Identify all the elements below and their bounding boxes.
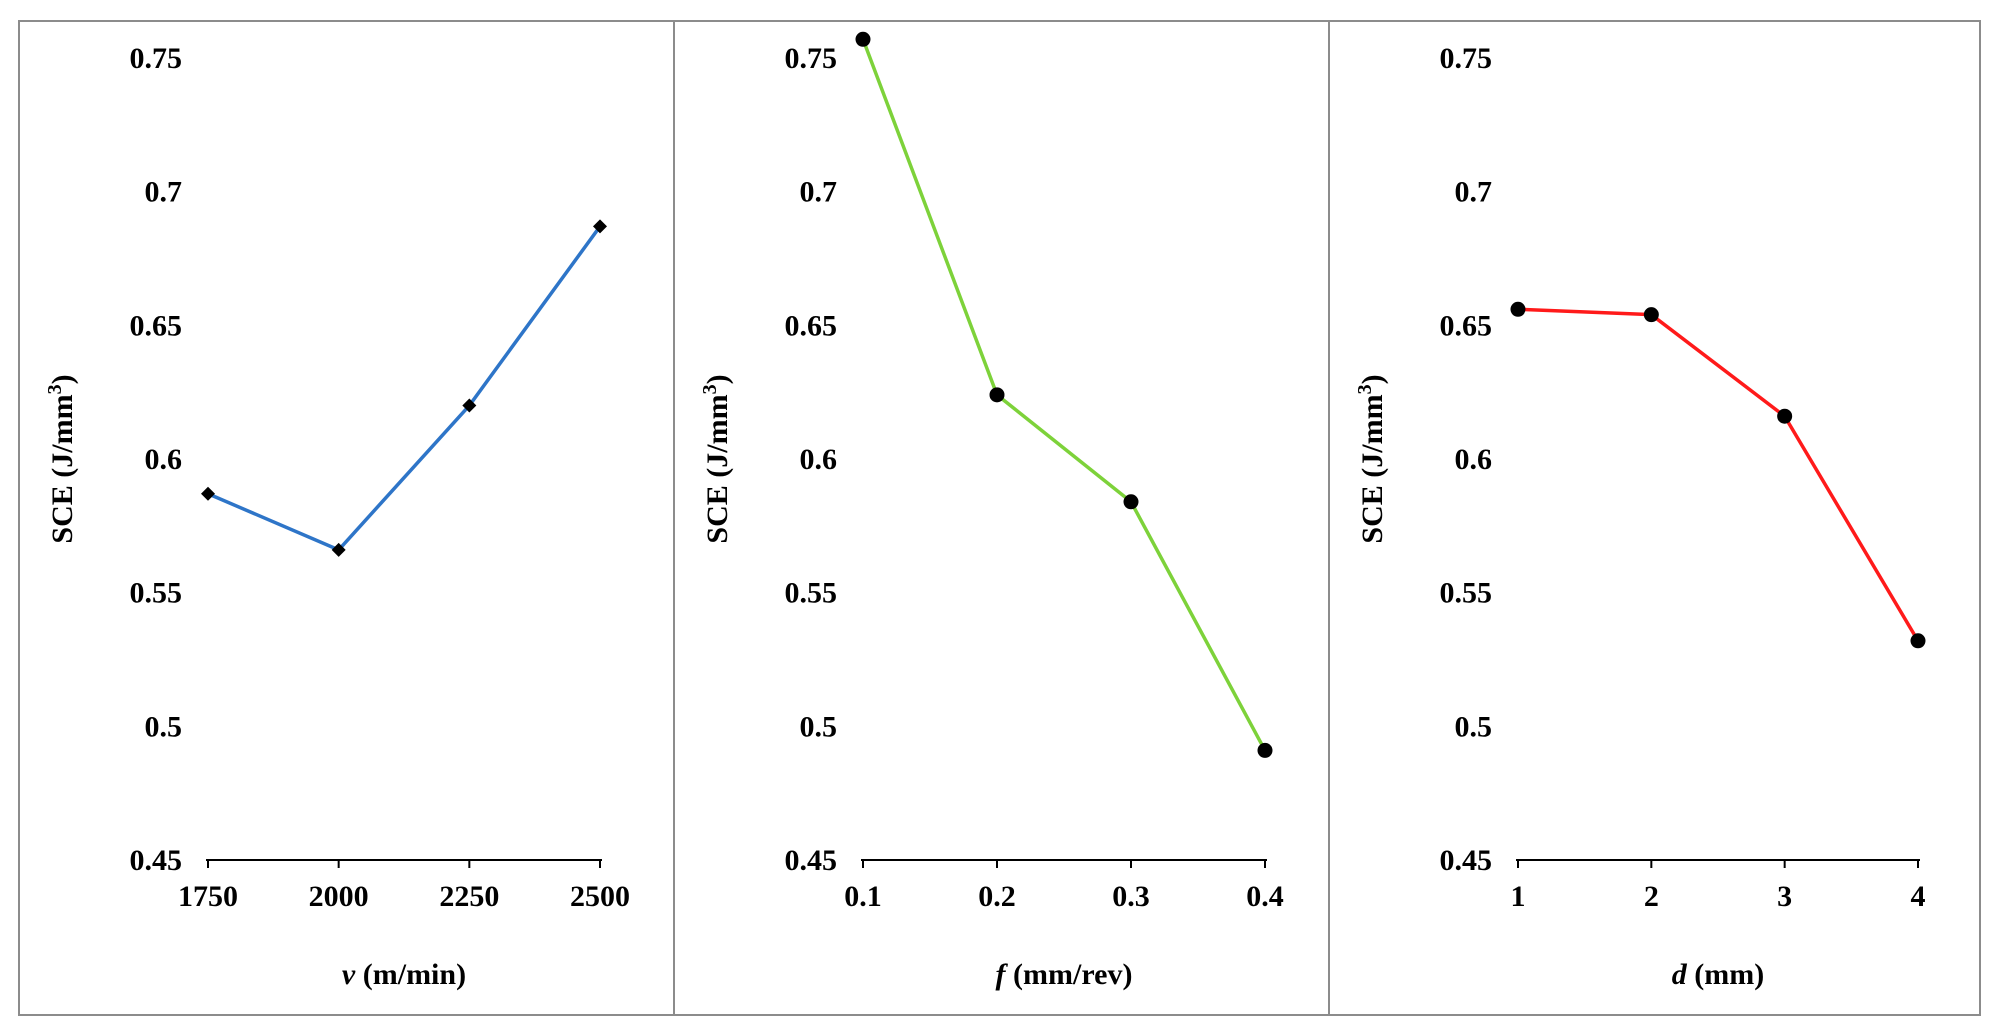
y-tick-label-feed-0: 0.45 (785, 844, 838, 877)
y-axis-label-depth: SCE (J/mm3) (1354, 374, 1389, 543)
chart-panel-depth: 1 2 3 4 0.45 0.5 0.55 0.6 0.65 0.7 0.75 SCE (J/mm3)… (1328, 20, 1981, 1016)
chart-depth-svg: 1 2 3 4 0.45 0.5 0.55 0.6 0.65 0.7 0.75 SCE (J/mm3)… (1354, 42, 1926, 991)
y-tick-label-speed-2: 0.55 (130, 577, 183, 610)
x-tick-label-speed-2: 2250 (439, 880, 499, 913)
x-tick-label-speed-0: 1750 (178, 880, 238, 913)
y-tick-label-depth-2: 0.55 (1440, 577, 1493, 610)
x-tick-label-depth-0: 1 (1511, 880, 1526, 913)
data-point-feed-1 (989, 387, 1005, 403)
y-tick-label-depth-6: 0.75 (1440, 42, 1493, 75)
y-tick-label-feed-5: 0.7 (800, 176, 838, 209)
y-axis-label-feed: SCE (J/mm3) (699, 374, 734, 543)
y-tick-label-feed-6: 0.75 (785, 42, 838, 75)
x-tick-label-speed-3: 2500 (570, 880, 630, 913)
y-tick-label-speed-0: 0.45 (130, 844, 183, 877)
y-tick-label-feed-3: 0.6 (800, 443, 838, 476)
data-point-speed-1 (331, 542, 346, 557)
x-tick-label-feed-0: 0.1 (844, 880, 882, 913)
y-tick-label-depth-0: 0.45 (1440, 844, 1493, 877)
y-tick-label-speed-4: 0.65 (130, 309, 183, 342)
y-tick-label-speed-1: 0.5 (145, 710, 183, 743)
x-axis-label-feed: f (mm/rev) (996, 958, 1133, 991)
x-axis-label-speed: v (m/min) (342, 958, 466, 991)
data-point-depth-2 (1777, 408, 1793, 424)
data-point-speed-3 (593, 219, 607, 234)
y-tick-label-speed-3: 0.6 (145, 443, 183, 476)
y-tick-label-depth-1: 0.5 (1455, 710, 1493, 743)
y-tick-label-speed-6: 0.75 (130, 42, 183, 75)
y-tick-label-feed-1: 0.5 (800, 710, 838, 743)
series-line-depth (1517, 307, 1920, 642)
y-tick-label-feed-4: 0.65 (785, 309, 838, 342)
chart-panel-speed: 1750 2000 2250 2500 0.45 0.5 0.55 0.6 0.65 0.7 0.7… (18, 20, 675, 1016)
x-tick-label-feed-2: 0.3 (1112, 880, 1150, 913)
x-tick-label-feed-3: 0.4 (1246, 880, 1284, 913)
chart-speed-svg: 1750 2000 2250 2500 0.45 0.5 0.55 0.6 0.65 0.7 0.7… (44, 42, 630, 991)
data-point-depth-3 (1910, 633, 1926, 649)
data-point-feed-2 (1123, 494, 1139, 510)
series-line-speed (207, 225, 602, 552)
x-tick-label-depth-3: 4 (1911, 880, 1926, 913)
data-point-feed-3 (1257, 742, 1273, 758)
data-point-depth-1 (1643, 307, 1659, 323)
y-tick-label-depth-5: 0.7 (1455, 176, 1493, 209)
data-point-speed-0 (201, 486, 215, 501)
y-tick-label-depth-4: 0.65 (1440, 309, 1493, 342)
data-point-depth-0 (1510, 301, 1526, 317)
y-tick-label-depth-3: 0.6 (1455, 443, 1493, 476)
y-axis-label-speed: SCE (J/mm3) (44, 374, 79, 543)
y-tick-label-speed-5: 0.7 (145, 176, 183, 209)
chart-feed-svg: 0.1 0.2 0.3 0.4 0.45 0.5 0.55 0.6 0.65 0.7 0.75 SCE… (699, 31, 1284, 991)
x-tick-label-speed-1: 2000 (309, 880, 369, 913)
x-tick-label-feed-1: 0.2 (978, 880, 1016, 913)
data-point-speed-2 (462, 398, 477, 413)
chart-panel-feed: 0.1 0.2 0.3 0.4 0.45 0.5 0.55 0.6 0.65 0.7 0.75 SCE… (673, 20, 1330, 1016)
x-tick-label-depth-2: 3 (1777, 880, 1792, 913)
x-tick-label-depth-1: 2 (1644, 880, 1659, 913)
x-axis-label-depth: d (mm) (1672, 958, 1764, 991)
series-line-feed (861, 38, 1267, 752)
y-tick-label-feed-2: 0.55 (785, 577, 838, 610)
data-point-feed-0 (855, 31, 871, 47)
